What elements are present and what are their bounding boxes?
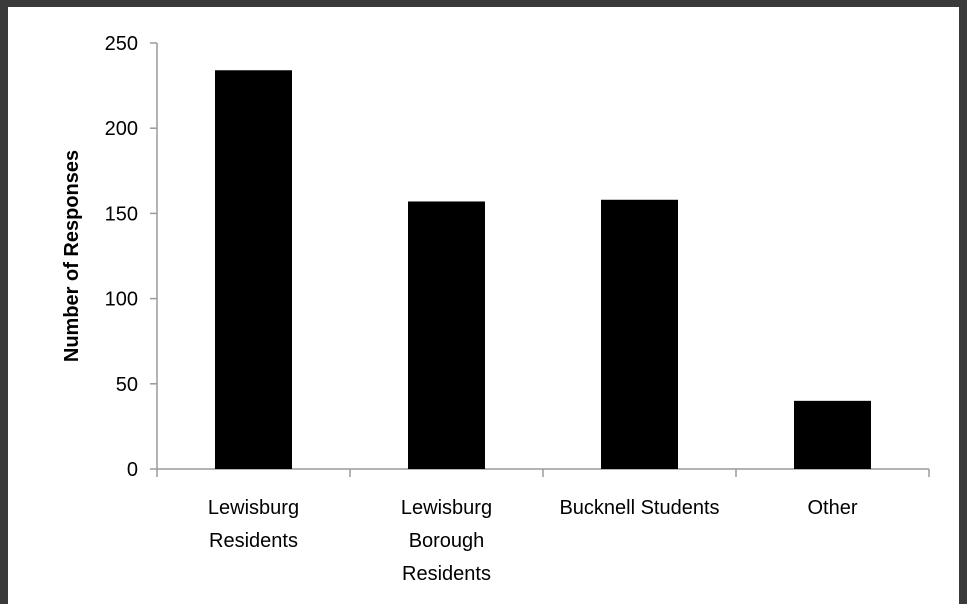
y-tick-label: 100: [105, 289, 138, 311]
y-tick-label: 50: [116, 374, 138, 396]
x-tick-label: Bucknell Students: [559, 497, 719, 519]
y-axis-title: Number of Responses: [61, 150, 83, 362]
y-tick-label: 150: [105, 203, 138, 225]
x-tick-label: Lewisburg Residents: [208, 497, 299, 552]
x-tick-labels: Lewisburg Residents Lewisburg Borough Reside…: [208, 497, 858, 585]
x-axis: [156, 468, 930, 477]
x-tick-label: Other: [807, 497, 857, 519]
y-tick-label: 200: [105, 118, 138, 140]
x-tick-label: Lewisburg Borough Residents: [401, 497, 492, 585]
bar: [601, 199, 678, 469]
bars: [215, 70, 871, 470]
y-axis: 0 50 100 150 200 250: [105, 33, 158, 481]
bar: [794, 400, 871, 469]
bar: [408, 201, 485, 470]
bar: [215, 70, 292, 469]
y-tick-label: 250: [105, 33, 138, 55]
y-tick-label: 0: [127, 459, 138, 481]
